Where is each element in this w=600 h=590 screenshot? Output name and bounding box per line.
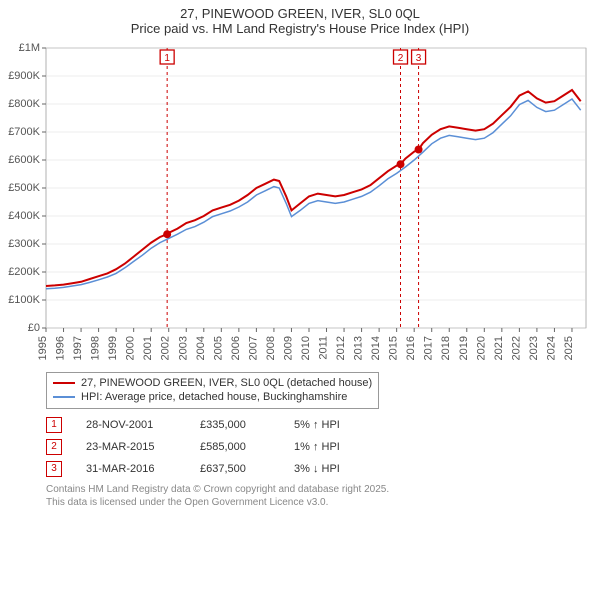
transaction-marker: 3 (46, 461, 62, 477)
legend-item: 27, PINEWOOD GREEN, IVER, SL0 0QL (detac… (53, 376, 372, 390)
chart-container: 27, PINEWOOD GREEN, IVER, SL0 0QL Price … (0, 0, 600, 590)
x-tick-label: 2004 (195, 336, 207, 360)
x-tick-label: 2024 (545, 336, 557, 360)
x-tick-label: 2008 (265, 336, 277, 360)
x-tick-label: 2019 (458, 336, 470, 360)
x-tick-label: 2005 (212, 336, 224, 360)
legend-label: HPI: Average price, detached house, Buck… (81, 390, 347, 404)
marker-dot (397, 160, 405, 168)
x-tick-label: 2012 (335, 336, 347, 360)
x-tick-label: 2014 (370, 336, 382, 360)
transaction-date: 23-MAR-2015 (86, 441, 176, 453)
x-tick-label: 2022 (510, 336, 522, 360)
y-tick-label: £200K (8, 266, 40, 278)
y-tick-label: £400K (8, 210, 40, 222)
attribution-line2: This data is licensed under the Open Gov… (46, 496, 586, 509)
x-tick-label: 2003 (177, 336, 189, 360)
marker-dot (163, 230, 171, 238)
y-tick-label: £800K (8, 98, 40, 110)
x-tick-label: 1996 (55, 336, 67, 360)
transaction-row: 1 28-NOV-2001 £335,000 5% ↑ HPI (46, 417, 586, 433)
transaction-pct: 3% ↓ HPI (294, 463, 374, 475)
y-tick-label: £300K (8, 238, 40, 250)
transaction-marker: 2 (46, 439, 62, 455)
marker-number: 3 (416, 53, 422, 64)
transaction-date: 31-MAR-2016 (86, 463, 176, 475)
legend-item: HPI: Average price, detached house, Buck… (53, 390, 372, 404)
transaction-pct: 1% ↑ HPI (294, 441, 374, 453)
x-tick-label: 2007 (247, 336, 259, 360)
x-tick-label: 2000 (125, 336, 137, 360)
x-tick-label: 2018 (440, 336, 452, 360)
transaction-row: 2 23-MAR-2015 £585,000 1% ↑ HPI (46, 439, 586, 455)
marker-number: 2 (398, 53, 404, 64)
y-tick-label: £600K (8, 154, 40, 166)
x-tick-label: 2020 (475, 336, 487, 360)
x-tick-label: 2017 (423, 336, 435, 360)
x-tick-label: 2011 (318, 336, 330, 360)
y-tick-label: £900K (8, 70, 40, 82)
attribution: Contains HM Land Registry data © Crown c… (46, 483, 586, 509)
legend-swatch (53, 396, 75, 398)
transaction-price: £335,000 (200, 419, 270, 431)
x-tick-label: 1995 (37, 336, 49, 360)
x-tick-label: 1998 (90, 336, 102, 360)
y-tick-label: £500K (8, 182, 40, 194)
x-tick-label: 2001 (142, 336, 154, 360)
legend-swatch (53, 382, 75, 384)
y-tick-label: £700K (8, 126, 40, 138)
price-chart: £0 £100K £200K £300K £400K £500K £600K £700K £80… (0, 38, 600, 368)
x-tick-label: 2009 (282, 336, 294, 360)
legend: 27, PINEWOOD GREEN, IVER, SL0 0QL (detac… (46, 372, 379, 409)
x-tick-label: 2010 (300, 336, 312, 360)
legend-label: 27, PINEWOOD GREEN, IVER, SL0 0QL (detac… (81, 376, 372, 390)
x-tick-label: 1997 (72, 336, 84, 360)
attribution-line1: Contains HM Land Registry data © Crown c… (46, 483, 586, 496)
y-tick-label: £0 (28, 322, 40, 334)
x-tick-label: 2021 (493, 336, 505, 360)
y-tick-label: £100K (8, 294, 40, 306)
title-block: 27, PINEWOOD GREEN, IVER, SL0 0QL Price … (0, 0, 600, 38)
transaction-price: £585,000 (200, 441, 270, 453)
transaction-date: 28-NOV-2001 (86, 419, 176, 431)
transaction-table: 1 28-NOV-2001 £335,000 5% ↑ HPI 2 23-MAR-2015… (46, 417, 586, 477)
x-tick-label: 2006 (230, 336, 242, 360)
x-tick-label: 2023 (528, 336, 540, 360)
x-tick-label: 2025 (563, 336, 575, 360)
x-tick-label: 2016 (405, 336, 417, 360)
marker-dot (415, 146, 423, 154)
title-subtitle: Price paid vs. HM Land Registry's House … (10, 21, 590, 36)
transaction-row: 3 31-MAR-2016 £637,500 3% ↓ HPI (46, 461, 586, 477)
transaction-marker: 1 (46, 417, 62, 433)
x-tick-label: 1999 (107, 336, 119, 360)
transaction-price: £637,500 (200, 463, 270, 475)
x-tick-label: 2013 (353, 336, 365, 360)
title-address: 27, PINEWOOD GREEN, IVER, SL0 0QL (10, 6, 590, 21)
x-tick-label: 2015 (388, 336, 400, 360)
y-tick-label: £1M (19, 42, 40, 54)
transaction-pct: 5% ↑ HPI (294, 419, 374, 431)
marker-number: 1 (164, 53, 170, 64)
x-tick-label: 2002 (160, 336, 172, 360)
